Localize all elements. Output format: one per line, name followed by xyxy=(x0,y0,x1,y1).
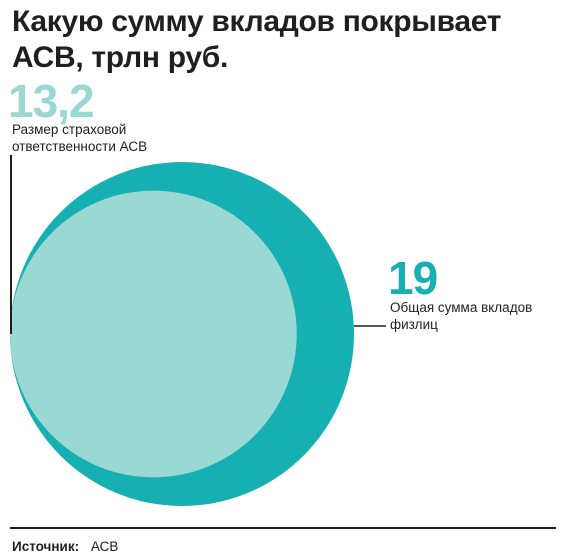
source-label: Источник: xyxy=(12,539,80,554)
circle-insured-amount xyxy=(10,190,297,478)
label-total-line-1: Общая сумма вкладов xyxy=(390,300,533,315)
label-total: Общая сумма вкладов физлиц xyxy=(390,299,532,333)
label-insured-line-2: ответственности АСВ xyxy=(12,139,148,154)
label-total-line-2: физлиц xyxy=(390,317,438,332)
label-insured: Размер страховой ответственности АСВ xyxy=(12,121,147,155)
label-insured-line-1: Размер страховой xyxy=(12,122,127,137)
value-insured: 13,2 xyxy=(8,75,95,127)
source-divider xyxy=(10,527,556,529)
source-value: АСВ xyxy=(90,539,119,554)
chart-title: Какую сумму вкладов покрывает АСВ, трлн … xyxy=(12,5,502,74)
source-note: Источник: АСВ xyxy=(12,539,118,554)
value-total: 19 xyxy=(388,252,438,304)
